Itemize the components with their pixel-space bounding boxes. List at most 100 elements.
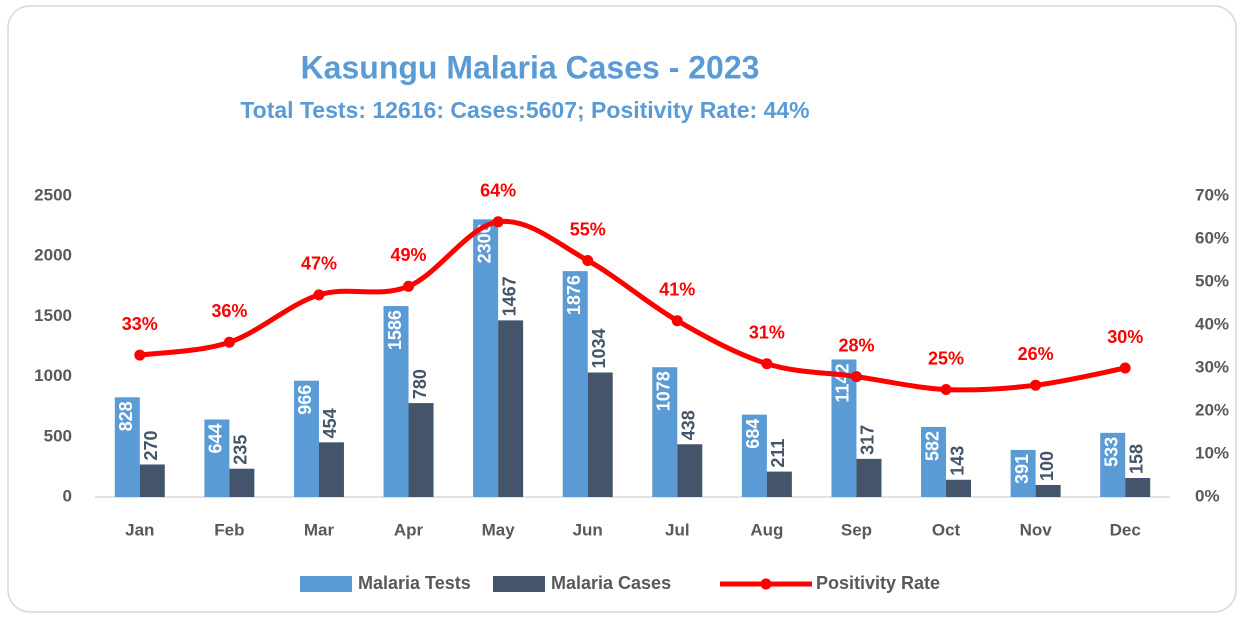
bar (114, 397, 140, 497)
y-tick-label: 2500 (34, 185, 72, 204)
bar (204, 419, 230, 497)
x-tick-label: Nov (1020, 520, 1053, 539)
line-point (940, 384, 952, 395)
x-tick-label: Jul (665, 520, 690, 539)
bar (408, 403, 434, 497)
bar (921, 426, 947, 497)
line-value-label: 55% (570, 219, 606, 239)
bar-value-label: 235 (231, 435, 251, 465)
x-tick-label: Jun (573, 520, 603, 539)
y-tick-label: 0 (63, 486, 72, 505)
x-tick-label: Aug (750, 520, 783, 539)
line-value-label: 36% (211, 301, 247, 321)
line-value-label: 33% (122, 314, 158, 334)
x-tick-label: Oct (932, 520, 961, 539)
line-value-label: 64% (480, 181, 516, 201)
bar (498, 320, 524, 497)
bar-value-label: 270 (141, 430, 161, 460)
line-point (1030, 379, 1042, 391)
line-point (1119, 362, 1131, 374)
line-point (313, 289, 325, 301)
bar (293, 380, 319, 497)
bar (1125, 477, 1151, 497)
y-tick-label: 2000 (34, 246, 72, 265)
y2-tick-label: 20% (1195, 400, 1229, 419)
bar (831, 359, 857, 497)
x-tick-label: Sep (841, 520, 872, 539)
bar-value-label: 391 (1012, 454, 1032, 484)
line-value-label: 30% (1107, 327, 1143, 347)
line-value-label: 25% (928, 348, 964, 368)
bar-value-label: 143 (947, 446, 967, 476)
legend-label: Malaria Tests (358, 573, 471, 593)
bar (856, 458, 882, 497)
y2-tick-label: 60% (1195, 228, 1229, 247)
line-point (492, 216, 504, 228)
line-point (403, 280, 415, 292)
line-point (134, 349, 146, 361)
line-point (671, 315, 683, 327)
bar-value-label: 1467 (499, 276, 519, 316)
bar (473, 219, 499, 497)
legend-label: Positivity Rate (816, 573, 940, 593)
bar-value-label: 828 (116, 401, 136, 431)
y2-tick-label: 30% (1195, 357, 1229, 376)
bar (1035, 484, 1061, 497)
bar-value-label: 1034 (589, 328, 609, 368)
bar-value-label: 211 (768, 439, 788, 468)
y2-tick-label: 70% (1195, 185, 1229, 204)
line-value-label: 26% (1018, 344, 1054, 364)
bar-value-label: 317 (858, 425, 878, 455)
legend-swatch-dot (760, 578, 772, 590)
bar-value-label: 1142 (833, 364, 853, 403)
x-tick-label: Feb (214, 520, 244, 539)
bar-value-label: 158 (1126, 444, 1146, 474)
bar-value-label: 1078 (654, 371, 674, 411)
line-value-label: 28% (838, 335, 874, 355)
chart-title: Kasungu Malaria Cases - 2023 (301, 49, 760, 85)
line-value-label: 31% (749, 322, 785, 342)
line-point (223, 336, 235, 348)
bar (741, 414, 767, 497)
bar (587, 372, 613, 497)
bar-value-label: 1586 (385, 310, 405, 350)
line-point (582, 255, 594, 266)
bar-value-label: 644 (206, 423, 226, 453)
bar (766, 471, 792, 497)
x-tick-label: Jan (125, 520, 154, 539)
x-tick-label: Mar (304, 520, 335, 539)
bar-value-label: 100 (1037, 451, 1057, 481)
bar-value-label: 966 (295, 385, 315, 415)
legend-swatch (300, 576, 352, 592)
bar-value-label: 438 (679, 410, 699, 440)
line-value-label: 41% (659, 279, 695, 299)
bar-value-label: 2306 (474, 223, 494, 263)
bar (383, 306, 409, 497)
line-point (850, 371, 862, 383)
bar (318, 442, 344, 497)
bar (946, 479, 972, 497)
bar (229, 468, 255, 497)
y2-tick-label: 50% (1195, 271, 1229, 290)
y-tick-label: 1500 (34, 306, 72, 325)
bar (562, 271, 588, 497)
y2-tick-label: 40% (1195, 314, 1229, 333)
line-value-label: 47% (301, 254, 337, 274)
bar-value-label: 582 (922, 431, 942, 461)
legend-swatch (493, 576, 545, 592)
y2-tick-label: 0% (1195, 486, 1220, 505)
bar-value-label: 1876 (564, 275, 584, 315)
bar (652, 367, 678, 497)
bar-value-label: 533 (1101, 437, 1121, 467)
y-tick-label: 1000 (34, 366, 72, 385)
y-tick-label: 500 (44, 426, 72, 445)
legend-label: Malaria Cases (551, 573, 671, 593)
bar-value-label: 780 (410, 369, 430, 399)
x-tick-label: Apr (394, 520, 424, 539)
chart-subtitle: Total Tests: 12616: Cases:5607; Positivi… (240, 97, 809, 123)
y2-tick-label: 10% (1195, 443, 1229, 462)
line-value-label: 49% (391, 245, 427, 265)
bar (677, 444, 703, 497)
bar-value-label: 454 (320, 408, 340, 438)
